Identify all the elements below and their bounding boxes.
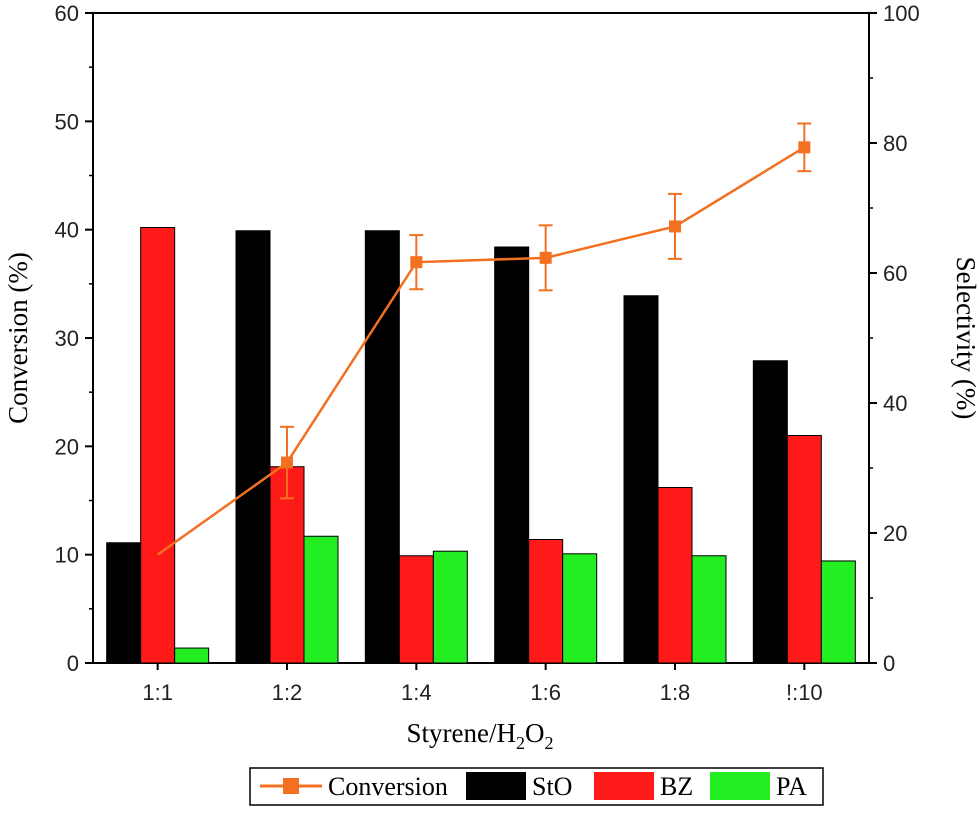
legend-sto-swatch — [466, 772, 526, 800]
bar-pa-3 — [562, 553, 598, 664]
legend: Conversion StO BZ PA — [249, 767, 824, 806]
x-axis-title: Styrene/H2O2 — [407, 718, 554, 753]
x-axis-title-sub1: 2 — [516, 733, 525, 753]
right-tick-label-3: 60 — [883, 261, 907, 286]
legend-conversion-label: Conversion — [328, 772, 448, 801]
bar-pa-1 — [303, 535, 339, 664]
conversion-point-1 — [281, 456, 293, 469]
left-tick-label-4: 40 — [55, 218, 79, 243]
bar-sto-2 — [364, 230, 400, 664]
legend-sto-label: StO — [532, 772, 572, 801]
bar-sto-5 — [752, 360, 788, 664]
left-tick-label-5: 50 — [55, 109, 79, 134]
bar-bz-4 — [657, 487, 693, 664]
bar-bz-0 — [140, 227, 176, 664]
bar-sto-3 — [494, 246, 530, 664]
right-tick-label-5: 100 — [883, 1, 920, 26]
bar-pa-2 — [432, 550, 468, 664]
bars-layer — [106, 227, 856, 664]
bar-bz-2 — [398, 555, 434, 664]
x-axis-title-sub2: 2 — [544, 733, 553, 753]
right-tick-label-4: 80 — [883, 131, 907, 156]
left-tick-label-1: 10 — [55, 543, 79, 568]
bar-pa-4 — [691, 555, 727, 664]
right-tick-label-0: 0 — [883, 651, 895, 676]
x-tick-label-1: 1:2 — [272, 680, 303, 705]
x-tick-label-3: 1:6 — [530, 680, 561, 705]
right-axis-title: Selectivity (%) — [951, 257, 979, 420]
x-axis-title-base: Styrene/H — [407, 718, 516, 748]
legend-bz-swatch — [594, 772, 654, 800]
left-tick-label-6: 60 — [55, 1, 79, 26]
bar-pa-0 — [174, 647, 210, 664]
bar-bz-5 — [786, 435, 822, 664]
legend-pa-label: PA — [776, 772, 807, 801]
bar-sto-4 — [623, 295, 659, 664]
conversion-point-4 — [669, 220, 681, 233]
x-tick-label-5: !:10 — [786, 680, 823, 705]
right-axis: 0 20 40 60 80 100 — [869, 1, 920, 676]
conversion-point-5 — [798, 141, 811, 154]
bar-bz-1 — [269, 466, 305, 664]
x-tick-label-0: 1:1 — [142, 680, 173, 705]
conversion-point-3 — [539, 251, 552, 264]
right-tick-label-2: 40 — [883, 391, 907, 416]
bar-pa-5 — [820, 560, 856, 664]
left-tick-label-2: 20 — [55, 434, 79, 459]
left-axis-title: Conversion (%) — [3, 252, 33, 424]
left-tick-label-0: 0 — [67, 651, 79, 676]
x-tick-label-4: 1:8 — [660, 680, 691, 705]
legend-pa-swatch — [710, 772, 770, 800]
legend-bz-label: BZ — [660, 772, 693, 801]
left-tick-label-3: 30 — [55, 326, 79, 351]
plot-frame — [92, 12, 870, 664]
conversion-line — [156, 146, 805, 556]
legend-conversion-marker — [283, 778, 299, 794]
conversion-line-layer — [156, 122, 812, 556]
x-axis: 1:1 1:2 1:4 1:6 1:8 !:10 — [142, 663, 823, 705]
bar-bz-3 — [528, 539, 564, 664]
x-tick-label-2: 1:4 — [401, 680, 432, 705]
bar-sto-1 — [235, 230, 271, 664]
x-axis-title-mid: O — [525, 718, 545, 748]
bar-sto-0 — [106, 542, 142, 664]
conversion-point-2 — [410, 256, 423, 269]
right-tick-label-1: 20 — [883, 521, 907, 546]
left-axis: 0 10 20 30 40 50 60 — [55, 1, 93, 676]
